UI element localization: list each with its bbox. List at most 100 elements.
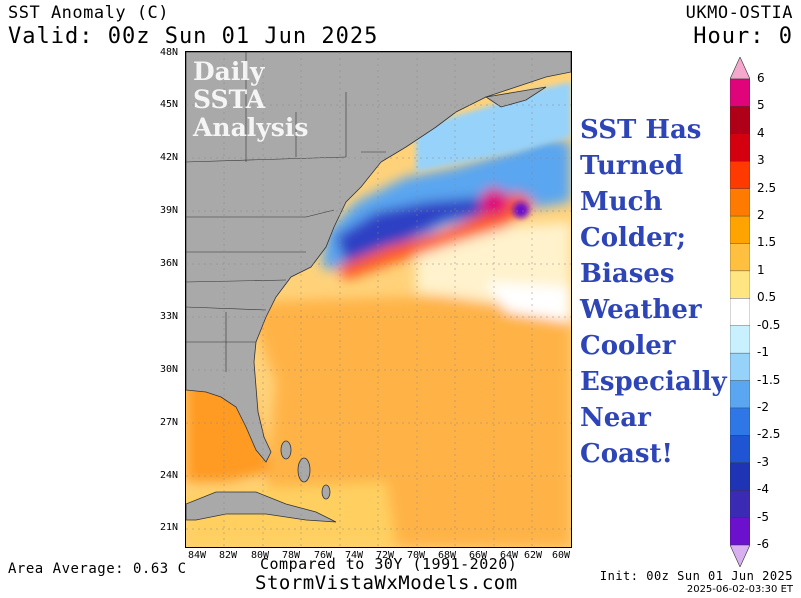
map-overlay-title: Daily SSTA Analysis [193, 58, 308, 142]
headline-text: SST Has Turned Much Colder; Biases Weath… [580, 112, 727, 472]
climatology-note: Compared to 30Y (1991-2020) [260, 555, 518, 573]
colorbar-segment [730, 380, 750, 409]
area-average: Area Average: 0.63 C [8, 561, 187, 577]
issued-time: 2025-06-02-03:30 ET [686, 584, 793, 595]
lat-label: 42N [160, 152, 179, 163]
colorbar-label: 2.5 [757, 180, 777, 195]
valid-time: Valid: 00z Sun 01 Jun 2025 [8, 24, 379, 49]
lon-label: 60W [552, 550, 571, 561]
lon-label: 76W [314, 550, 333, 561]
site-watermark: StormVistaWxModels.com [255, 572, 518, 594]
colorbar-segment [730, 161, 750, 190]
colorbar-label: -1.5 [757, 372, 781, 387]
colorbar-segment [730, 435, 750, 464]
headline-line: Weather [580, 295, 702, 325]
headline-line: SST Has [580, 115, 702, 145]
very-cold-shelf [336, 192, 526, 264]
lon-label: 74W [345, 550, 364, 561]
headline-line: Biases [580, 259, 675, 289]
gulf-stream-warm [336, 192, 536, 280]
lon-label: 70W [407, 550, 426, 561]
colorbar-top-arrow [730, 57, 750, 80]
us-landmass [186, 52, 571, 463]
headline-line: Much [580, 187, 663, 217]
lat-label: 30N [160, 364, 179, 375]
lon-label: 66W [469, 550, 488, 561]
headline-line: Colder; [580, 223, 686, 253]
overlay-title-line: Daily [193, 57, 265, 86]
colorbar-segment [730, 106, 750, 135]
headline-line: Near [580, 403, 651, 433]
colorbar-segment [730, 407, 750, 437]
lon-label: 78W [282, 550, 301, 561]
colorbar-label: -1 [757, 345, 769, 360]
lon-label: 68W [438, 550, 457, 561]
colorbar-segment [730, 78, 750, 108]
colorbar-segment [730, 270, 750, 299]
lat-label: 33N [160, 311, 179, 322]
colorbar-segment [730, 462, 750, 491]
colorbar-segment [730, 243, 750, 272]
colorbar-segment [730, 325, 750, 354]
lat-label: 39N [160, 205, 179, 216]
lat-label: 48N [160, 47, 179, 58]
headline-line: Cooler [580, 331, 676, 361]
cuba [186, 491, 337, 523]
lat-lon-grid [186, 52, 571, 547]
state-borders [186, 52, 386, 372]
nova-scotia [484, 86, 547, 108]
colorbar-label: -2.5 [757, 427, 781, 442]
init-time: Init: 00z Sun 01 Jun 2025 [599, 569, 793, 583]
colorbar-segment [730, 133, 750, 162]
colorbar-segment [730, 215, 750, 245]
colorbar-label: 0.5 [757, 290, 777, 305]
lon-label: 82W [219, 550, 238, 561]
overlay-title-line: SSTA [193, 85, 266, 114]
lat-label: 36N [160, 258, 179, 269]
model-name: UKMO-OSTIA [685, 3, 793, 23]
lat-label: 24N [160, 470, 179, 481]
lon-label: 62W [524, 550, 543, 561]
colorbar [730, 57, 750, 567]
chart-title: SST Anomaly (C) [8, 3, 170, 23]
overlay-title-line: Analysis [193, 113, 309, 142]
colorbar-label: 4 [757, 125, 765, 140]
colorbar-label: -3 [757, 454, 769, 469]
colorbar-label: 1.5 [757, 235, 777, 250]
bahamas-island [297, 457, 311, 483]
colorbar-segment [730, 298, 750, 327]
lat-label: 45N [160, 99, 179, 110]
neutral-white-band [486, 282, 571, 322]
lat-label: 21N [160, 522, 179, 533]
forecast-hour: Hour: 0 [693, 24, 793, 49]
colorbar-label: 2 [757, 208, 765, 223]
colorbar-segment [730, 517, 750, 546]
colorbar-label: 3 [757, 153, 765, 168]
lon-label: 72W [376, 550, 395, 561]
colorbar-label: 6 [757, 71, 765, 85]
colorbar-label: -6 [757, 537, 769, 551]
lon-label: 84W [188, 550, 207, 561]
bahamas-island [321, 484, 331, 500]
colorbar-bottom-arrow [730, 544, 750, 567]
colorbar-segment [730, 352, 750, 382]
headline-line: Coast! [580, 439, 673, 469]
lat-label: 27N [160, 417, 179, 428]
colorbar-label: 5 [757, 98, 765, 113]
colorbar-segment [730, 188, 750, 217]
colorbar-segment [730, 489, 750, 519]
colorbar-label: 1 [757, 262, 765, 277]
bahamas-island [280, 440, 292, 460]
headline-line: Especially [580, 367, 727, 397]
lon-label: 80W [251, 550, 270, 561]
map-canvas [186, 52, 571, 547]
subtropical-warm-area [246, 292, 571, 547]
lon-label: 64W [500, 550, 519, 561]
colorbar-label: -4 [757, 482, 769, 497]
colorbar-label: -0.5 [757, 317, 781, 332]
colorbar-label: -2 [757, 399, 769, 414]
headline-line: Turned [580, 151, 684, 181]
cold-eddy [513, 202, 529, 218]
colorbar-label: -5 [757, 509, 769, 524]
sst-anomaly-map [185, 51, 572, 548]
